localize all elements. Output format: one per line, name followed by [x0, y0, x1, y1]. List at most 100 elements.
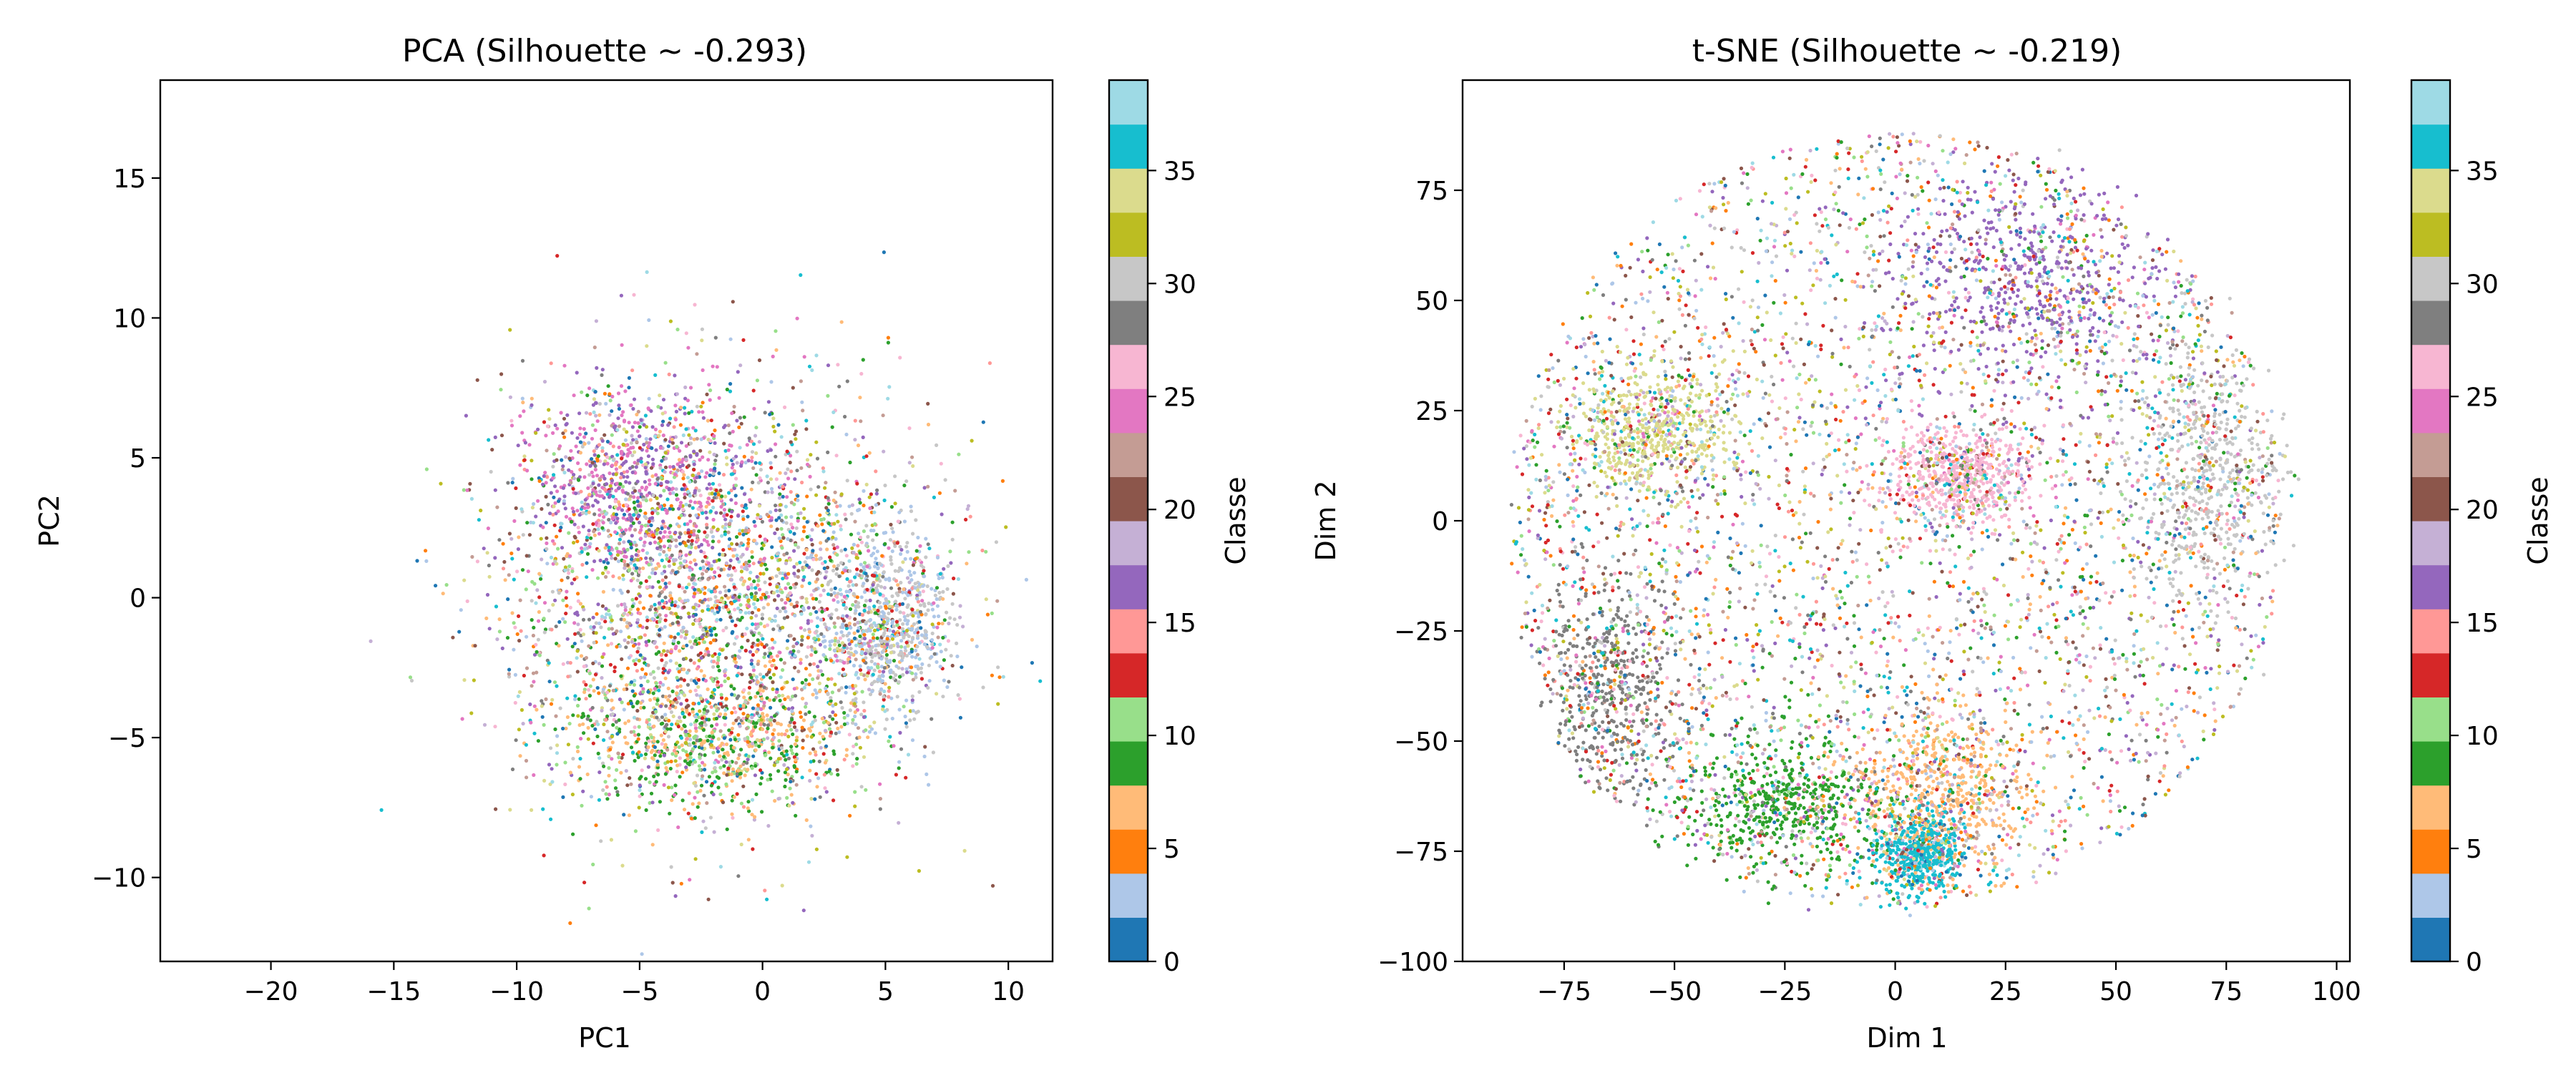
scatter-point: [701, 774, 705, 778]
scatter-point: [761, 637, 765, 641]
scatter-point: [614, 461, 618, 466]
scatter-point: [990, 673, 994, 677]
scatter-point: [587, 529, 591, 533]
scatter-point: [721, 628, 726, 633]
scatter-point: [578, 627, 582, 632]
scatter-point: [704, 510, 708, 515]
scatter-point: [949, 654, 953, 658]
scatter-point: [912, 622, 917, 627]
scatter-point: [509, 536, 514, 541]
scatter-point: [697, 801, 701, 805]
scatter-point: [688, 760, 693, 764]
scatter-point: [866, 534, 870, 539]
scatter-point: [884, 606, 888, 610]
scatter-point: [939, 461, 943, 466]
scatter-point: [872, 574, 877, 578]
scatter-point: [760, 642, 764, 647]
scatter-point: [551, 512, 555, 517]
scatter-point: [678, 501, 683, 505]
scatter-point: [788, 786, 792, 790]
scatter-point: [593, 467, 597, 472]
scatter-point: [839, 630, 844, 635]
scatter-point: [697, 715, 701, 720]
scatter-point: [716, 661, 720, 665]
scatter-point: [608, 392, 612, 396]
scatter-point: [894, 607, 899, 612]
scatter-point: [469, 496, 474, 501]
scatter-point: [555, 734, 560, 738]
scatter-point: [773, 619, 777, 623]
scatter-point: [897, 587, 902, 591]
scatter-point: [635, 429, 640, 433]
scatter-point: [690, 409, 694, 414]
scatter-point: [489, 469, 493, 474]
scatter-point: [656, 666, 660, 670]
scatter-point: [722, 764, 726, 768]
scatter-point: [703, 475, 708, 479]
scatter-point: [830, 690, 834, 695]
scatter-point: [562, 435, 567, 439]
scatter-point: [635, 650, 640, 654]
scatter-point: [627, 507, 631, 511]
scatter-point: [826, 496, 830, 500]
scatter-point: [812, 636, 816, 640]
scatter-point: [821, 469, 826, 474]
scatter-point: [817, 759, 821, 764]
scatter-point: [765, 623, 770, 627]
scatter-point: [674, 661, 678, 665]
scatter-point: [924, 772, 929, 776]
scatter-point: [684, 629, 688, 634]
scatter-point: [522, 454, 527, 459]
scatter-point: [896, 583, 900, 587]
scatter-point: [916, 588, 920, 592]
scatter-point: [810, 528, 814, 532]
scatter-point: [658, 494, 663, 498]
scatter-point: [668, 581, 672, 585]
scatter-point: [687, 791, 691, 795]
scatter-point: [789, 490, 793, 494]
scatter-point: [948, 549, 952, 554]
scatter-point: [761, 592, 765, 597]
scatter-point: [690, 645, 694, 650]
scatter-point: [609, 838, 614, 842]
scatter-point: [459, 608, 463, 612]
scatter-point: [575, 703, 580, 708]
scatter-point: [637, 805, 641, 810]
scatter-point: [647, 318, 651, 323]
scatter-point: [909, 573, 913, 577]
scatter-point: [409, 678, 414, 683]
scatter-point: [629, 680, 634, 685]
scatter-point: [839, 524, 843, 528]
scatter-point: [701, 559, 705, 564]
scatter-point: [688, 499, 693, 504]
scatter-point: [882, 695, 886, 699]
scatter-point: [856, 676, 861, 680]
scatter-point: [748, 570, 753, 574]
scatter-point: [633, 725, 637, 730]
scatter-point: [862, 709, 867, 713]
scatter-point: [915, 652, 919, 657]
scatter-point: [693, 562, 698, 567]
scatter-point: [723, 712, 728, 717]
scatter-point: [792, 564, 796, 569]
scatter-point: [756, 691, 760, 695]
scatter-point: [805, 462, 810, 466]
scatter-point: [885, 660, 889, 665]
scatter-point: [739, 421, 743, 426]
scatter-point: [833, 649, 837, 653]
scatter-point: [834, 654, 838, 658]
scatter-point: [902, 519, 907, 524]
scatter-point: [594, 413, 598, 418]
scatter-point: [796, 519, 800, 523]
scatter-point: [823, 486, 827, 490]
scatter-point: [645, 615, 649, 619]
scatter-point: [645, 618, 650, 623]
scatter-point: [558, 706, 562, 710]
scatter-point: [662, 753, 667, 758]
scatter-point: [810, 542, 814, 547]
scatter-point: [736, 557, 740, 561]
scatter-point: [738, 665, 743, 670]
scatter-point: [686, 528, 691, 532]
scatter-point: [741, 762, 746, 766]
